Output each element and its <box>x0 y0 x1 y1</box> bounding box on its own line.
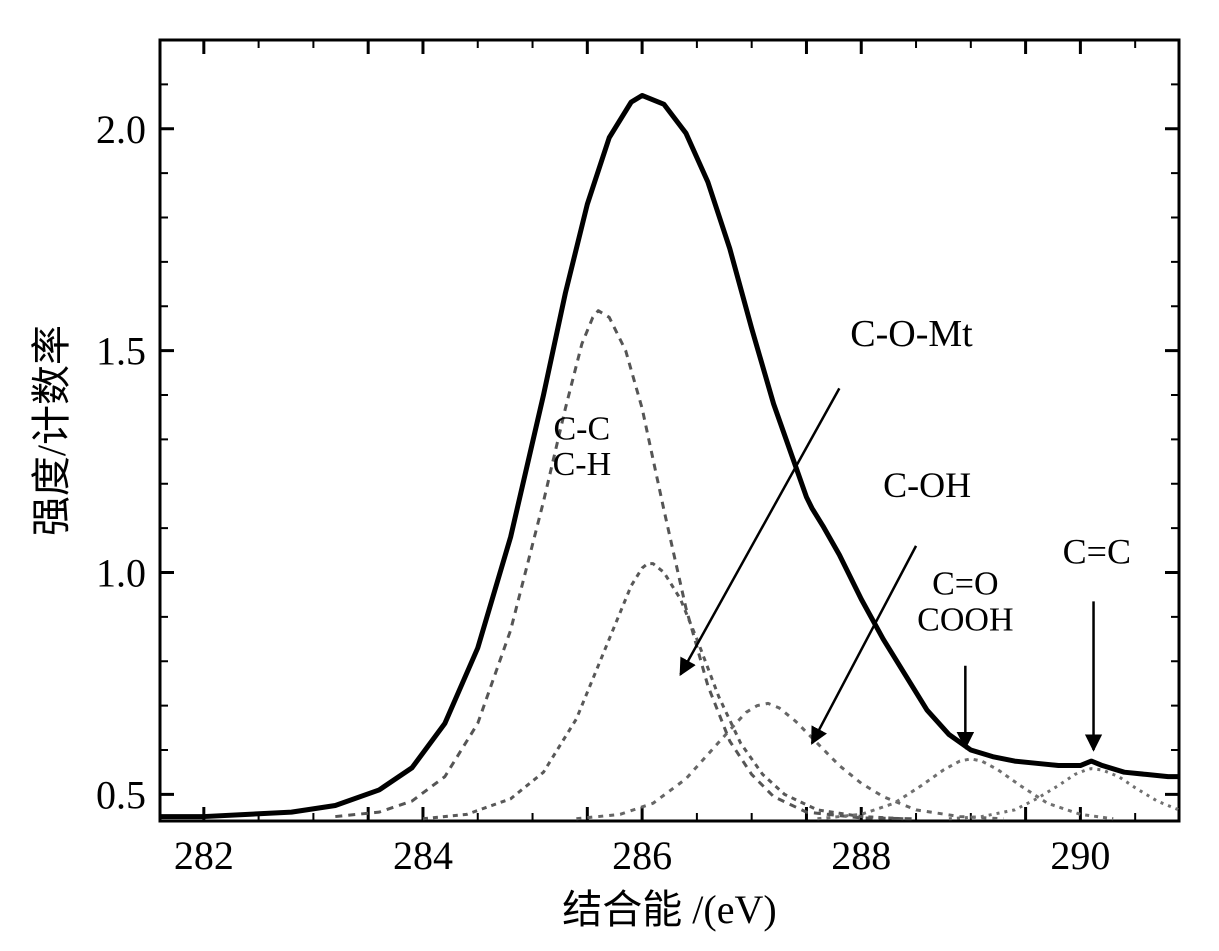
y-axis-label: 强度/计数率 <box>29 325 74 536</box>
y-tick-label: 1.0 <box>96 551 146 596</box>
label-cc-double: C=C <box>1063 532 1131 572</box>
series-peak-cc-ch <box>335 311 916 819</box>
series-peak-co-mt <box>423 564 905 819</box>
y-tick-label: 2.0 <box>96 107 146 152</box>
plot-border <box>160 40 1179 821</box>
x-tick-label: 288 <box>831 833 891 878</box>
xps-spectrum-chart: 282 284 286 288 290 0.5 1.0 1.5 2.0 结合能 /(eV) 强度/计… <box>0 0 1219 951</box>
x-tick-label: 284 <box>393 833 453 878</box>
label-co-cooh: C=OCOOH <box>917 566 1013 639</box>
y-tick-label: 0.5 <box>96 772 146 817</box>
x-axis-label: 结合能 /(eV) <box>562 887 776 932</box>
annotation-arrow <box>680 388 839 674</box>
x-tick-label: 290 <box>1050 833 1110 878</box>
label-cc-ch: C-CC-H <box>553 410 612 483</box>
series-envelope <box>160 95 1179 816</box>
y-tick-label: 1.5 <box>96 329 146 374</box>
x-tick-label: 286 <box>612 833 672 878</box>
x-tick-label: 282 <box>174 833 234 878</box>
label-coh: C-OH <box>883 465 971 505</box>
chart-svg: 282 284 286 288 290 0.5 1.0 1.5 2.0 结合能 /(eV) 强度/计… <box>0 0 1219 951</box>
label-co-mt: C-O-Mt <box>850 313 973 355</box>
annotation-arrow <box>812 546 916 743</box>
